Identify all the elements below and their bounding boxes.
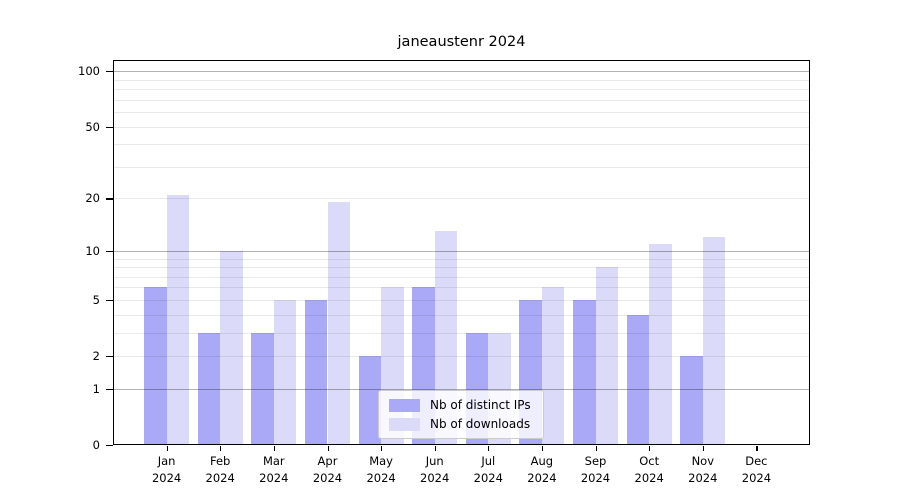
bar-apr-nb-of-distinct-ips	[304, 299, 328, 445]
x-tick-label-oct: Oct 2024	[634, 454, 664, 486]
y-tick-label: 1	[92, 381, 100, 396]
gridline-minor	[113, 166, 810, 168]
gridline-minor	[113, 267, 810, 268]
legend-label-distinct-ips: Nb of distinct IPs	[430, 398, 531, 412]
y-tick	[106, 71, 113, 73]
gridline-major	[113, 71, 810, 73]
gridline-minor	[113, 198, 810, 200]
x-tick-label-may: May 2024	[366, 454, 396, 486]
gridline-minor	[113, 356, 810, 357]
legend: Nb of distinct IPs Nb of downloads	[378, 390, 544, 439]
bar-aug-nb-of-downloads	[541, 287, 565, 445]
y-tick	[106, 388, 113, 391]
gridline-minor	[113, 144, 810, 146]
y-tick	[106, 356, 113, 358]
y-tick-label: 10	[85, 243, 100, 258]
y-tick-label: 0	[92, 438, 100, 452]
gridline-minor	[113, 314, 810, 316]
gridline-minor	[113, 332, 810, 334]
bar-mar-nb-of-distinct-ips	[251, 332, 274, 445]
bar-may-nb-of-distinct-ips	[358, 356, 382, 445]
gridline-minor	[113, 299, 810, 301]
x-tick-label-feb: Feb 2024	[205, 454, 235, 486]
x-tick	[541, 446, 544, 451]
y-tick-label: 2	[92, 349, 100, 363]
gridline-minor	[113, 287, 810, 289]
plot-spine-bottom	[113, 444, 810, 446]
bar-nov-nb-of-distinct-ips	[680, 356, 703, 445]
x-tick	[220, 446, 222, 451]
bar-nov-nb-of-downloads	[702, 237, 726, 445]
x-tick	[595, 446, 597, 451]
x-tick-label-apr: Apr 2024	[312, 454, 343, 486]
y-tick	[106, 126, 113, 128]
y-axis: 0 1 2 5 10 20 50 100	[0, 60, 113, 452]
y-tick-label: 50	[85, 119, 100, 134]
x-tick-label-mar: Mar 2024	[259, 454, 289, 486]
gridline-minor	[113, 112, 810, 114]
y-tick	[106, 445, 113, 447]
y-tick-label: 100	[78, 64, 100, 79]
x-tick	[702, 446, 704, 451]
x-tick	[756, 446, 758, 451]
x-tick	[488, 446, 490, 451]
legend-swatch-distinct-ips	[389, 398, 420, 412]
x-tick	[166, 446, 168, 451]
x-tick	[434, 446, 436, 451]
x-tick-label-nov: Nov 2024	[688, 454, 718, 486]
y-tick	[106, 250, 113, 252]
y-tick-label: 5	[92, 292, 100, 307]
legend-swatch-downloads	[389, 417, 420, 431]
gridline-major	[113, 250, 810, 252]
x-tick	[381, 446, 383, 451]
bar-apr-nb-of-downloads	[327, 202, 350, 445]
bar-feb-nb-of-downloads	[220, 250, 243, 445]
x-axis: Jan 2024 Feb 2024 Mar 2024 Apr 2024 May 2024 Jun 20…	[113, 446, 810, 496]
plot-spine-right	[808, 60, 810, 445]
x-tick-label-jun: Jun 2024	[420, 454, 450, 486]
legend-label-downloads: Nb of downloads	[430, 417, 531, 431]
plot-spine-top	[113, 60, 810, 62]
chart-title: janeaustenr 2024	[397, 34, 526, 50]
legend-row-downloads: Nb of downloads	[389, 417, 531, 431]
bar-mar-nb-of-downloads	[273, 299, 297, 445]
x-tick-label-aug: Aug 2024	[527, 454, 557, 486]
plot-area: Nb of distinct IPs Nb of downloads	[113, 60, 810, 446]
bar-sep-nb-of-downloads	[595, 267, 618, 445]
bar-sep-nb-of-distinct-ips	[573, 299, 596, 445]
legend-row-distinct-ips: Nb of distinct IPs	[389, 398, 531, 412]
bar-oct-nb-of-downloads	[649, 243, 672, 445]
x-tick	[327, 446, 329, 451]
plot-spine-left	[113, 60, 115, 445]
x-tick-label-sep: Sep 2024	[580, 454, 611, 486]
x-tick	[273, 446, 275, 451]
y-tick	[106, 299, 113, 302]
y-tick-label: 20	[85, 191, 100, 206]
y-tick	[106, 198, 113, 200]
gridline-minor	[113, 99, 810, 101]
gridline-minor	[113, 126, 810, 128]
x-tick	[649, 446, 651, 451]
bar-jan-nb-of-downloads	[166, 194, 190, 445]
bar-jan-nb-of-distinct-ips	[144, 287, 167, 445]
gridline-major	[113, 388, 810, 390]
x-tick-label-jan: Jan 2024	[151, 454, 182, 486]
bar-oct-nb-of-distinct-ips	[626, 314, 650, 445]
gridline-minor	[113, 258, 810, 260]
x-tick-label-dec: Dec 2024	[741, 454, 772, 486]
gridline-minor	[113, 89, 810, 91]
gridline-minor	[113, 276, 810, 278]
bar-feb-nb-of-distinct-ips	[197, 332, 221, 445]
gridline-minor	[113, 79, 810, 81]
x-tick-label-jul: Jul 2024	[473, 454, 503, 486]
